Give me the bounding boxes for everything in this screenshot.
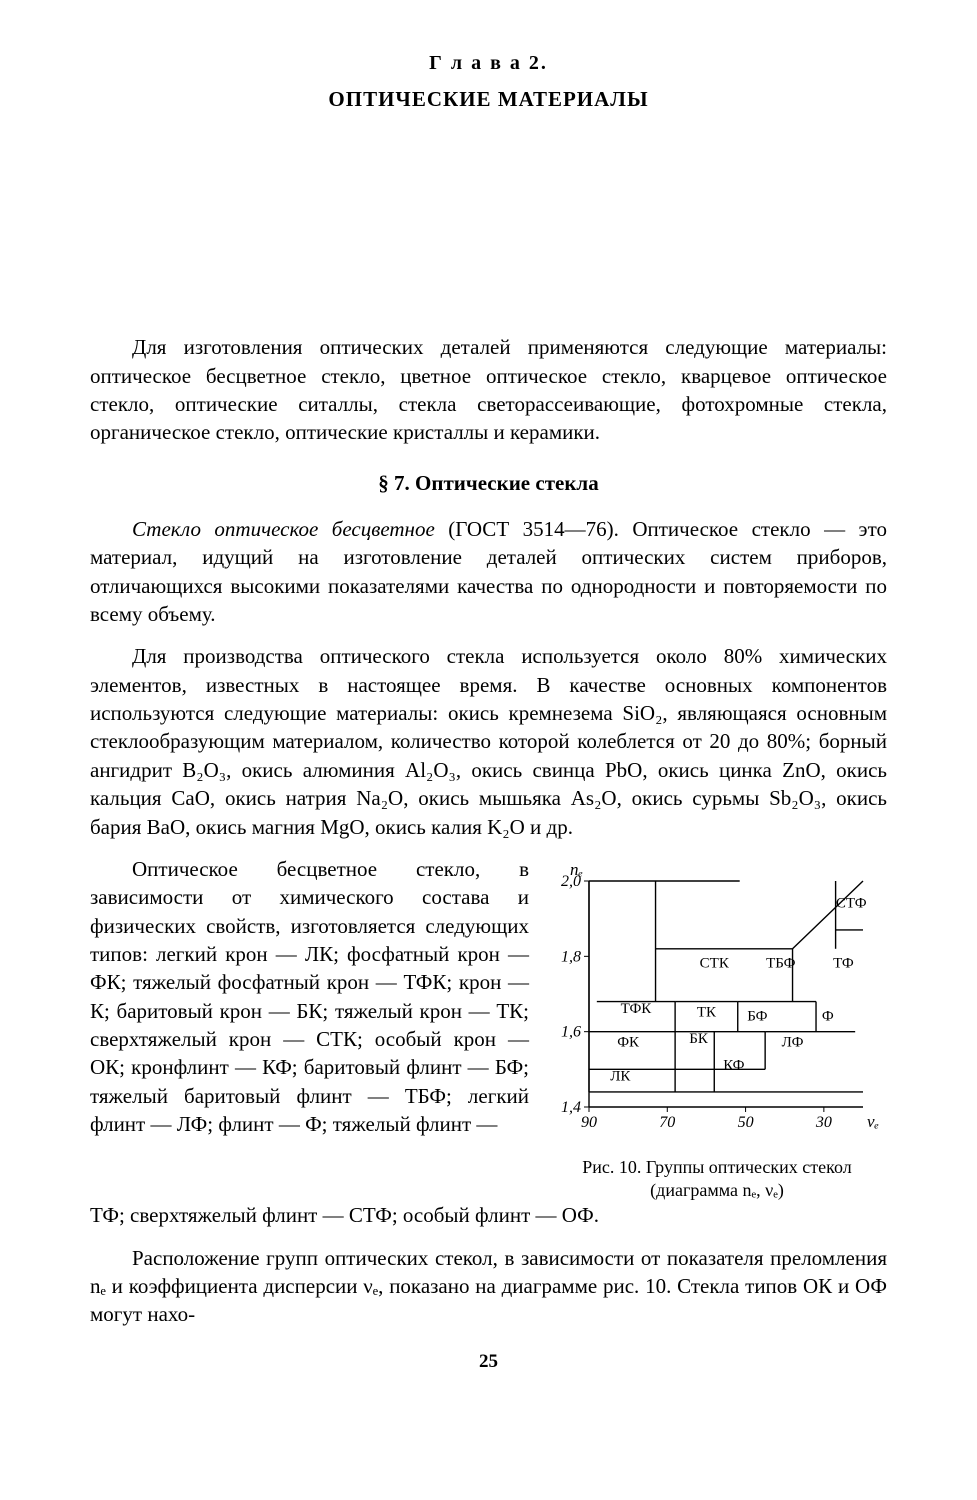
svg-text:ФК: ФК (617, 1035, 640, 1051)
figure-10: 1,41,61,82,0nₑ90705030νₑЛКФКТФКБКТКСТККФ… (547, 859, 887, 1201)
svg-text:1,6: 1,6 (561, 1024, 581, 1041)
svg-text:ЛК: ЛК (610, 1068, 631, 1084)
svg-text:ТБФ: ТБФ (766, 955, 796, 971)
svg-text:nₑ: nₑ (570, 860, 583, 879)
figure-caption-line2: (диаграмма nₑ, νₑ) (650, 1180, 784, 1200)
svg-text:ТФ: ТФ (833, 955, 854, 971)
paragraph-1-lead: Стекло оптическое бесцветное (132, 517, 435, 541)
paragraph-1: Стекло оптическое бесцветное (ГОСТ 3514—… (90, 515, 887, 628)
svg-text:70: 70 (659, 1114, 675, 1131)
svg-text:СТФ: СТФ (836, 895, 867, 911)
abbe-diagram-svg: 1,41,61,82,0nₑ90705030νₑЛКФКТФКБКТКСТККФ… (547, 859, 887, 1139)
intro-paragraph: Для изготовления оптических деталей прим… (90, 333, 887, 446)
chapter-label: Г л а в а 2. (90, 50, 887, 77)
paragraph-3-tail: ТФ; сверхтяжелый флинт — СТФ; особый фли… (90, 1201, 887, 1229)
svg-text:1,4: 1,4 (561, 1099, 581, 1116)
svg-text:ТФК: ТФК (621, 1001, 653, 1017)
svg-text:90: 90 (581, 1114, 597, 1131)
svg-text:ЛФ: ЛФ (782, 1035, 804, 1051)
paragraph-2: Для производства оптического стекла испо… (90, 642, 887, 840)
chapter-title: ОПТИЧЕСКИЕ МАТЕРИАЛЫ (90, 85, 887, 113)
section-title: § 7. Оптические стекла (90, 469, 887, 497)
wrap-text-column: Оптическое бесцветное стекло, в зависимо… (90, 855, 529, 1138)
figure-caption-line1: Рис. 10. Группы оптических стекол (582, 1157, 851, 1177)
svg-text:1,8: 1,8 (561, 948, 581, 965)
svg-text:КФ: КФ (723, 1057, 744, 1073)
svg-text:СТК: СТК (700, 955, 730, 971)
svg-text:50: 50 (738, 1114, 754, 1131)
page-number: 25 (90, 1349, 887, 1375)
figure-caption: Рис. 10. Группы оптических стекол (диагр… (547, 1156, 887, 1201)
paragraph-3: Оптическое бесцветное стекло, в зависимо… (90, 855, 529, 1138)
svg-text:Ф: Ф (822, 1008, 834, 1024)
text-figure-row: Оптическое бесцветное стекло, в зависимо… (90, 855, 887, 1201)
svg-text:30: 30 (815, 1114, 832, 1131)
page: Г л а в а 2. ОПТИЧЕСКИЕ МАТЕРИАЛЫ Для из… (0, 0, 977, 1414)
svg-text:БФ: БФ (747, 1008, 767, 1024)
paragraph-4: Расположение групп оптических стекол, в … (90, 1244, 887, 1329)
svg-text:БК: БК (689, 1031, 709, 1047)
svg-text:ТК: ТК (697, 1004, 717, 1020)
svg-text:νₑ: νₑ (867, 1112, 879, 1131)
